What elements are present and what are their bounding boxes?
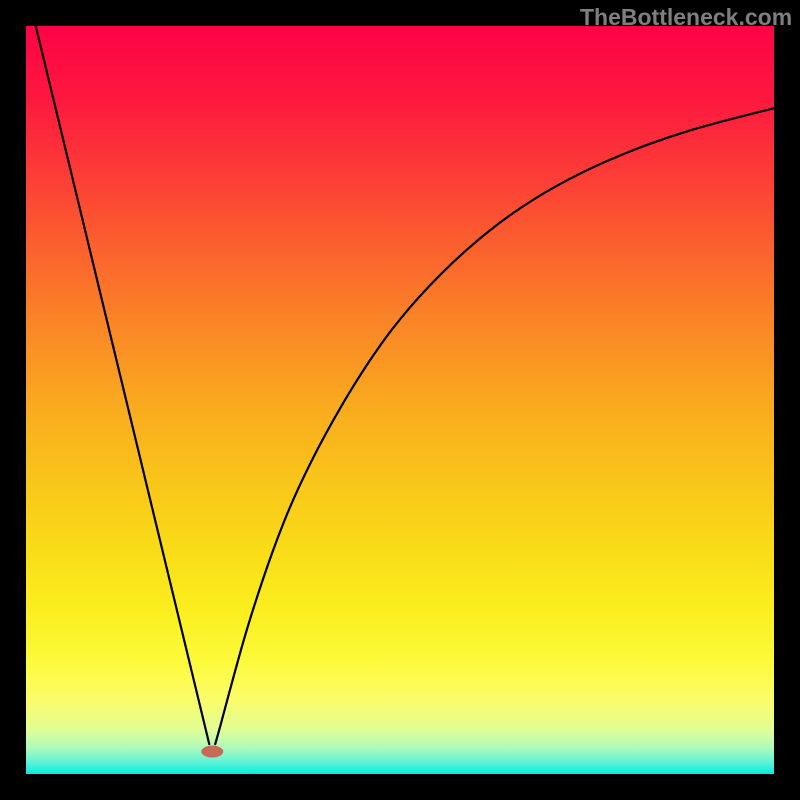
min-marker: [201, 746, 223, 758]
chart-svg: [26, 26, 774, 774]
background-gradient: [26, 26, 774, 774]
chart-frame: TheBottleneck.com: [0, 0, 800, 800]
watermark-text: TheBottleneck.com: [580, 4, 792, 31]
plot-area: [26, 26, 774, 774]
